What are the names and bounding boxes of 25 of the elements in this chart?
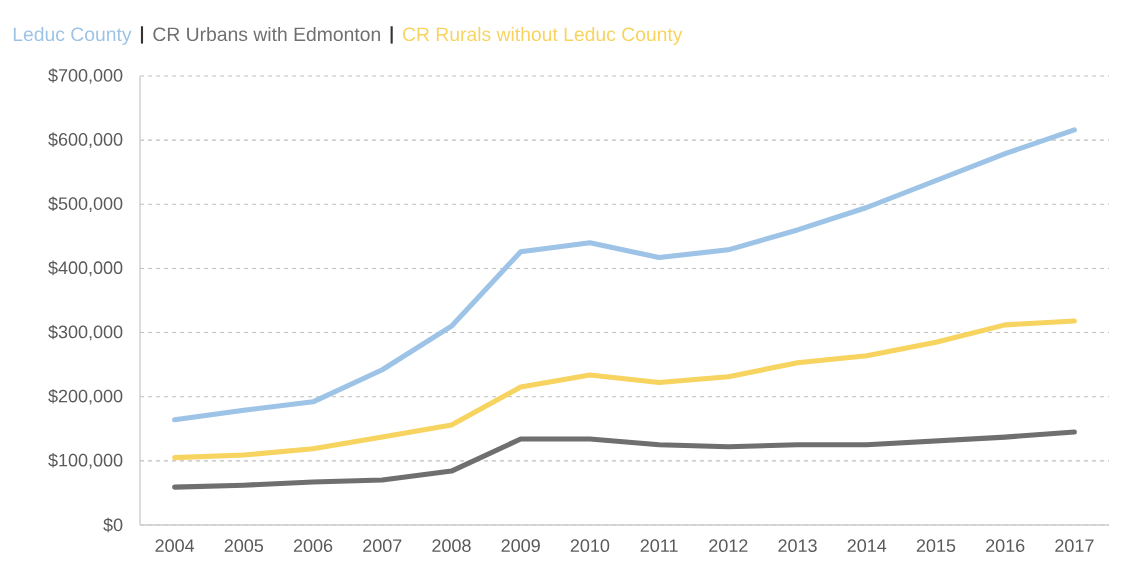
text: CR Rurals without Leduc County <box>403 26 683 45</box>
y-tick-label: $400,000 <box>48 260 123 277</box>
x-tick-label: 2012 <box>709 539 748 552</box>
y-tick-label: $700,000 <box>48 68 123 84</box>
x-tick-label: 2009 <box>501 539 540 552</box>
x-tick-label: 2017 <box>1055 539 1094 552</box>
y-tick-label: $100,000 <box>48 453 123 469</box>
x-tick-label: 2014 <box>847 539 887 552</box>
x-tick-label: 2004 <box>155 539 195 552</box>
x-tick-label: 2006 <box>293 539 333 552</box>
y-tick-label: $500,000 <box>48 196 123 213</box>
y-tick-label: $600,000 <box>48 132 123 148</box>
x-tick-label: 2010 <box>570 539 610 552</box>
x-tick-label: 2015 <box>916 539 956 552</box>
x-tick-label: 2008 <box>432 539 471 552</box>
x-tick-label: 2011 <box>640 539 678 552</box>
x-tick-label: 2013 <box>778 539 817 552</box>
text: CR Urbans with Edmonton <box>153 26 380 42</box>
y-tick-label: $200,000 <box>48 388 123 405</box>
x-tick-label: 2016 <box>986 539 1025 552</box>
x-tick-label: 2005 <box>224 539 264 552</box>
text: Leduc County <box>13 26 132 45</box>
x-tick-label: 2007 <box>363 539 402 552</box>
y-tick-label: $300,000 <box>48 324 123 341</box>
y-tick-label: $0 <box>103 517 123 533</box>
